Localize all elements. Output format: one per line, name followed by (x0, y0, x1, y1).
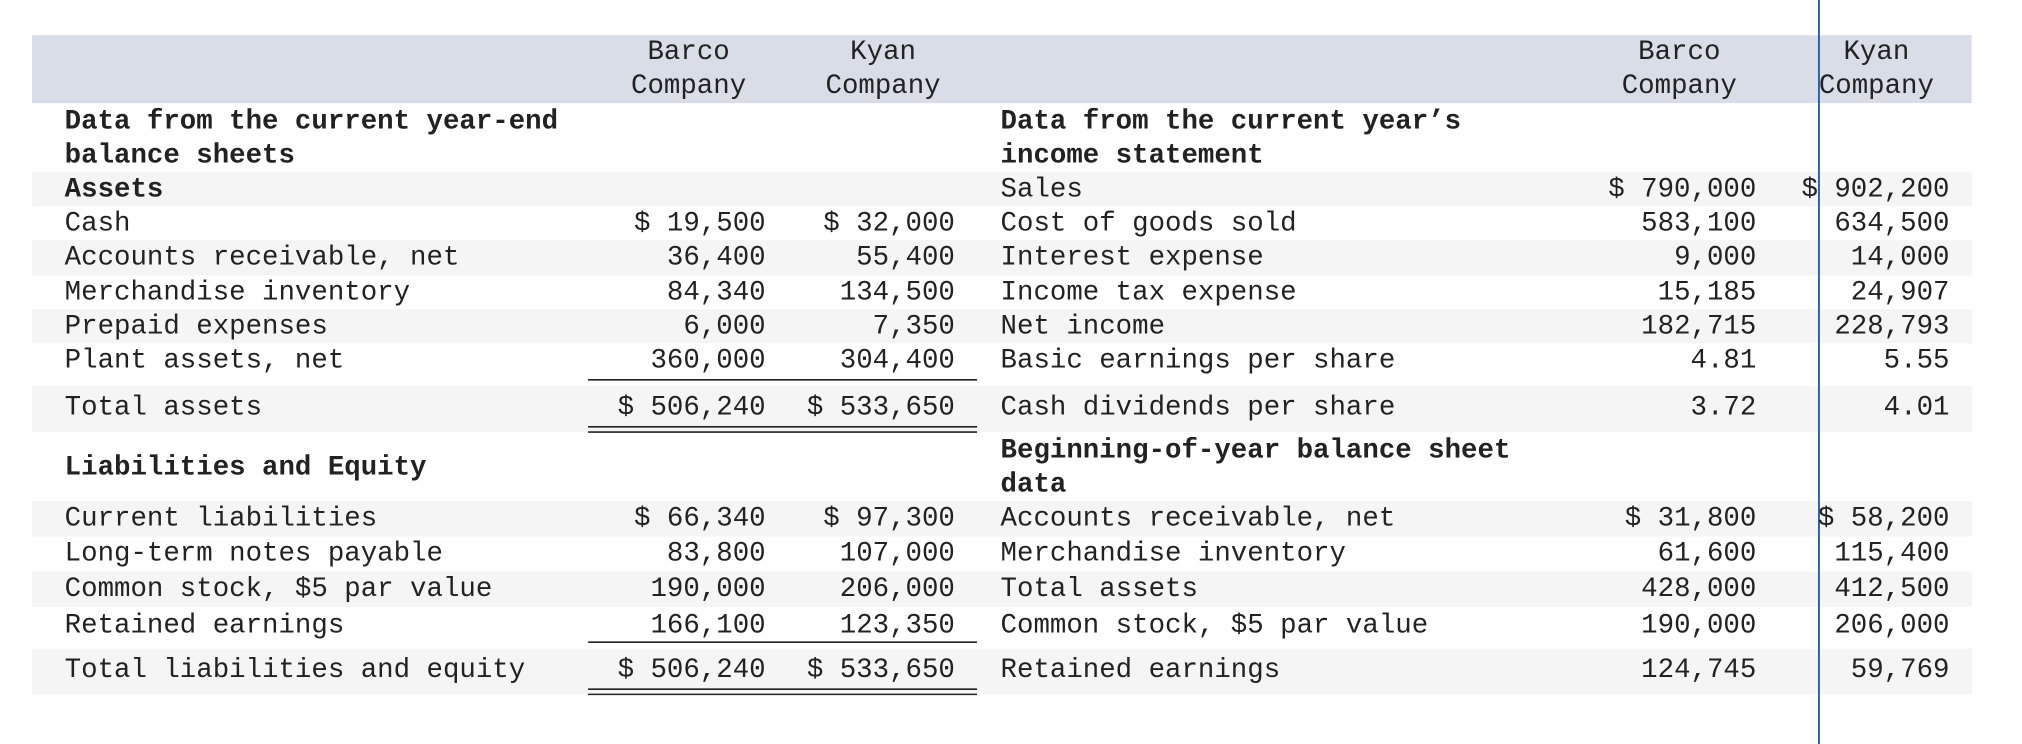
cell-value: $ 97,300 (823, 503, 955, 534)
row-label: Sales (1001, 174, 1083, 205)
cell-value: 190,000 (1641, 610, 1756, 641)
cell-value: 15,185 (1658, 278, 1757, 309)
cell-value: 36,400 (667, 242, 766, 273)
cell-value: 61,600 (1658, 539, 1757, 570)
row-label: Retained earnings (1001, 655, 1281, 686)
cell-value: $ 533,650 (807, 655, 955, 686)
row-label: Cost of goods sold (1001, 208, 1297, 239)
column-header: Barco Company (631, 37, 746, 102)
row-label: Plant assets, net (65, 345, 345, 376)
cell-value: 228,793 (1834, 312, 1949, 343)
section-heading: Assets (65, 174, 164, 205)
row-label: Interest expense (1001, 242, 1264, 273)
cell-value: $ 58,200 (1818, 503, 1950, 534)
cell-value: 206,000 (1834, 610, 1949, 641)
column-header: Barco Company (1622, 37, 1737, 102)
row-label: Retained earnings (65, 610, 345, 641)
cell-value: 83,800 (667, 539, 766, 570)
cell-value: 583,100 (1641, 208, 1756, 239)
cell-value: 3.72 (1691, 392, 1757, 423)
cell-value: 24,907 (1851, 278, 1950, 309)
row-stripe (32, 648, 1972, 695)
cell-value: 14,000 (1851, 242, 1950, 273)
cell-value: 59,769 (1851, 655, 1950, 686)
cell-value: $ 66,340 (634, 503, 766, 534)
cell-value: 124,745 (1641, 655, 1756, 686)
row-label: Accounts receivable, net (1001, 503, 1396, 534)
cell-value: $ 533,650 (807, 392, 955, 423)
row-stripe (32, 386, 1972, 433)
row-label: Basic earnings per share (1001, 345, 1396, 376)
cell-value: 182,715 (1641, 312, 1756, 343)
cell-value: $ 19,500 (634, 208, 766, 239)
cell-value: 190,000 (650, 574, 765, 605)
cell-value: 4.81 (1691, 345, 1757, 376)
row-stripe (32, 501, 1972, 537)
cell-value: $ 902,200 (1801, 174, 1949, 205)
cell-value: 412,500 (1834, 574, 1949, 605)
row-label: Net income (1001, 312, 1165, 343)
row-label: Total assets (65, 392, 262, 423)
cell-value: 6,000 (683, 312, 765, 343)
section-heading: Beginning-of-year balance sheet data (1001, 436, 1511, 501)
cell-value: $ 31,800 (1625, 503, 1757, 534)
cell-value: 360,000 (650, 345, 765, 376)
row-stripe (32, 571, 1972, 607)
cell-value: $ 32,000 (823, 208, 955, 239)
section-heading: Data from the current year’s income state… (1001, 107, 1461, 172)
row-label: Cash (65, 208, 131, 239)
cell-value: 166,100 (650, 610, 765, 641)
section-heading: Liabilities and Equity (65, 453, 427, 484)
row-label: Common stock, $5 par value (65, 574, 493, 605)
column-header: Kyan Company (826, 37, 941, 102)
cell-value: $ 790,000 (1608, 174, 1756, 205)
cell-value: 84,340 (667, 278, 766, 309)
row-label: Merchandise inventory (65, 278, 410, 309)
cell-value: 115,400 (1834, 539, 1949, 570)
row-label: Cash dividends per share (1001, 392, 1396, 423)
row-label: Merchandise inventory (1001, 539, 1346, 570)
row-label: Long-term notes payable (65, 539, 443, 570)
cell-value: 55,400 (856, 242, 955, 273)
column-header: Kyan Company (1819, 37, 1934, 102)
row-label: Common stock, $5 par value (1001, 610, 1429, 641)
cell-value: 9,000 (1674, 242, 1756, 273)
cell-value: $ 506,240 (618, 655, 766, 686)
cell-value: 123,350 (840, 610, 955, 641)
row-label: Prepaid expenses (65, 312, 328, 343)
cell-value: 5.55 (1884, 345, 1950, 376)
section-heading: Data from the current year-end balance sh… (65, 107, 558, 172)
row-stripe (32, 240, 1972, 276)
header-band (32, 35, 1972, 104)
cell-value: 206,000 (840, 574, 955, 605)
cell-value: 634,500 (1834, 208, 1949, 239)
row-label: Income tax expense (1001, 278, 1297, 309)
row-label: Total liabilities and equity (65, 655, 526, 686)
row-label: Total assets (1001, 574, 1198, 605)
row-stripe (32, 172, 1972, 207)
cell-value: 304,400 (840, 345, 955, 376)
cell-value: 7,350 (873, 312, 955, 343)
cell-value: 134,500 (840, 278, 955, 309)
cell-value: 4.01 (1884, 392, 1950, 423)
cell-value: 428,000 (1641, 574, 1756, 605)
cell-value: 107,000 (840, 539, 955, 570)
row-label: Current liabilities (65, 503, 377, 534)
row-stripe (32, 309, 1972, 344)
cell-value: $ 506,240 (618, 392, 766, 423)
row-label: Accounts receivable, net (65, 242, 460, 273)
